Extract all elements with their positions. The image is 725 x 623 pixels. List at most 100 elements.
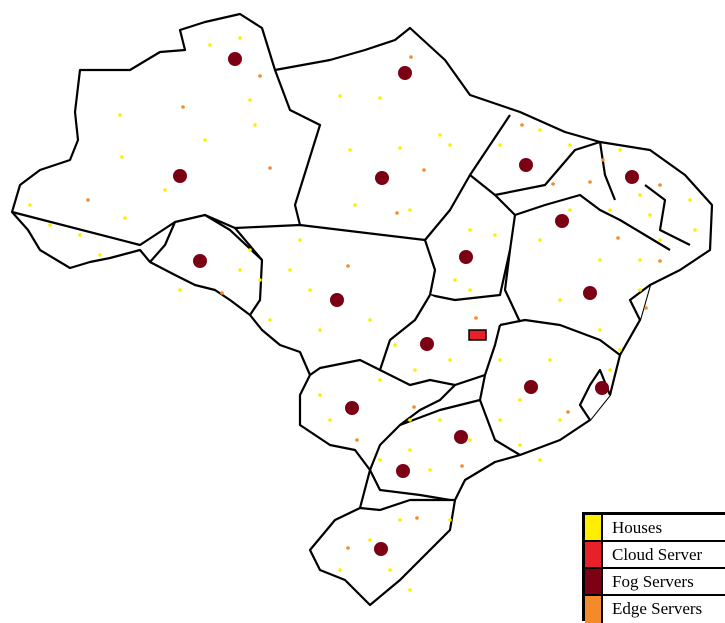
legend-swatch-fog-servers	[585, 569, 603, 594]
fog-server-marker-9	[459, 250, 473, 264]
house-marker-37	[288, 268, 292, 272]
house-marker-30	[608, 208, 612, 212]
house-marker-49	[468, 438, 472, 442]
house-marker-64	[298, 238, 302, 242]
house-marker-27	[693, 228, 697, 232]
house-marker-72	[518, 443, 522, 447]
legend-label-cloud-server: Cloud Server	[612, 545, 703, 564]
house-marker-6	[48, 223, 52, 227]
house-marker-55	[378, 378, 382, 382]
fog-server-marker-5	[519, 158, 533, 172]
legend-label-fog-servers: Fog Servers	[612, 572, 694, 591]
house-marker-14	[348, 148, 352, 152]
house-marker-74	[598, 258, 602, 262]
edge-server-marker-22	[658, 183, 662, 187]
house-marker-58	[448, 518, 452, 522]
fog-server-marker-2	[398, 66, 412, 80]
fog-server-marker-12	[420, 337, 434, 351]
edge-servers	[86, 55, 662, 550]
fog-server-marker-18	[374, 542, 388, 556]
edge-server-marker-9	[588, 180, 592, 184]
edge-server-marker-23	[409, 55, 413, 59]
house-marker-44	[498, 358, 502, 362]
house-marker-21	[538, 128, 542, 132]
legend: Houses Cloud Server Fog Servers Edge Ser…	[582, 512, 725, 623]
house-marker-62	[388, 568, 392, 572]
house-marker-17	[408, 208, 412, 212]
house-marker-66	[258, 278, 262, 282]
house-marker-34	[468, 228, 472, 232]
house-marker-69	[618, 348, 622, 352]
state-borders	[10, 12, 714, 607]
houses	[28, 36, 697, 592]
house-marker-12	[338, 94, 342, 98]
edge-server-marker-19	[258, 74, 262, 78]
edge-server-marker-4	[422, 168, 426, 172]
legend-swatch-houses	[585, 515, 603, 540]
house-marker-25	[648, 213, 652, 217]
house-marker-24	[638, 193, 642, 197]
edge-server-marker-12	[644, 306, 648, 310]
edge-server-marker-1	[181, 105, 185, 109]
house-marker-20	[498, 143, 502, 147]
house-marker-43	[448, 358, 452, 362]
house-marker-7	[98, 253, 102, 257]
house-marker-61	[338, 568, 342, 572]
house-marker-52	[378, 458, 382, 462]
edge-server-marker-8	[551, 182, 555, 186]
legend-swatch-edge-servers	[585, 596, 603, 623]
edge-server-marker-24	[474, 316, 478, 320]
house-marker-40	[318, 328, 322, 332]
fog-server-marker-16	[454, 430, 468, 444]
edge-server-marker-13	[566, 410, 570, 414]
legend-item-edge-servers: Edge Servers	[585, 596, 725, 623]
edge-server-marker-2	[86, 198, 90, 202]
fog-server-marker-17	[396, 464, 410, 478]
house-marker-31	[568, 208, 572, 212]
house-marker-5	[123, 216, 127, 220]
fog-server-marker-8	[193, 254, 207, 268]
house-marker-67	[268, 318, 272, 322]
house-marker-42	[413, 368, 417, 372]
fog-server-marker-3	[173, 169, 187, 183]
fog-server-marker-6	[625, 170, 639, 184]
house-marker-45	[518, 398, 522, 402]
house-marker-57	[428, 468, 432, 472]
edge-server-marker-7	[346, 264, 350, 268]
legend-swatch-cloud-server	[585, 542, 603, 567]
edge-server-marker-14	[412, 405, 416, 409]
house-marker-56	[408, 418, 412, 422]
house-marker-13	[378, 96, 382, 100]
house-marker-60	[368, 538, 372, 542]
house-marker-53	[318, 393, 322, 397]
house-marker-38	[308, 288, 312, 292]
edge-server-marker-21	[601, 158, 605, 162]
legend-label-houses: Houses	[612, 518, 663, 537]
cloud-server-marker	[468, 329, 487, 341]
house-marker-78	[78, 233, 82, 237]
edge-server-marker-16	[460, 464, 464, 468]
edge-server-marker-3	[268, 166, 272, 170]
fog-server-marker-14	[595, 381, 609, 395]
house-marker-51	[408, 448, 412, 452]
house-marker-47	[558, 418, 562, 422]
house-marker-65	[248, 248, 252, 252]
fog-server-marker-13	[524, 380, 538, 394]
house-marker-71	[538, 458, 542, 462]
house-marker-10	[208, 43, 212, 47]
house-marker-77	[238, 268, 242, 272]
house-marker-63	[408, 588, 412, 592]
fog-server-marker-10	[330, 293, 344, 307]
legend-item-fog-servers: Fog Servers	[585, 569, 725, 596]
house-marker-41	[393, 343, 397, 347]
house-marker-75	[638, 288, 642, 292]
house-marker-28	[658, 238, 662, 242]
house-marker-1	[120, 155, 124, 159]
house-marker-59	[398, 518, 402, 522]
house-marker-2	[118, 113, 122, 117]
house-marker-48	[498, 418, 502, 422]
house-marker-29	[638, 258, 642, 262]
edge-server-marker-15	[355, 438, 359, 442]
house-marker-15	[398, 146, 402, 150]
